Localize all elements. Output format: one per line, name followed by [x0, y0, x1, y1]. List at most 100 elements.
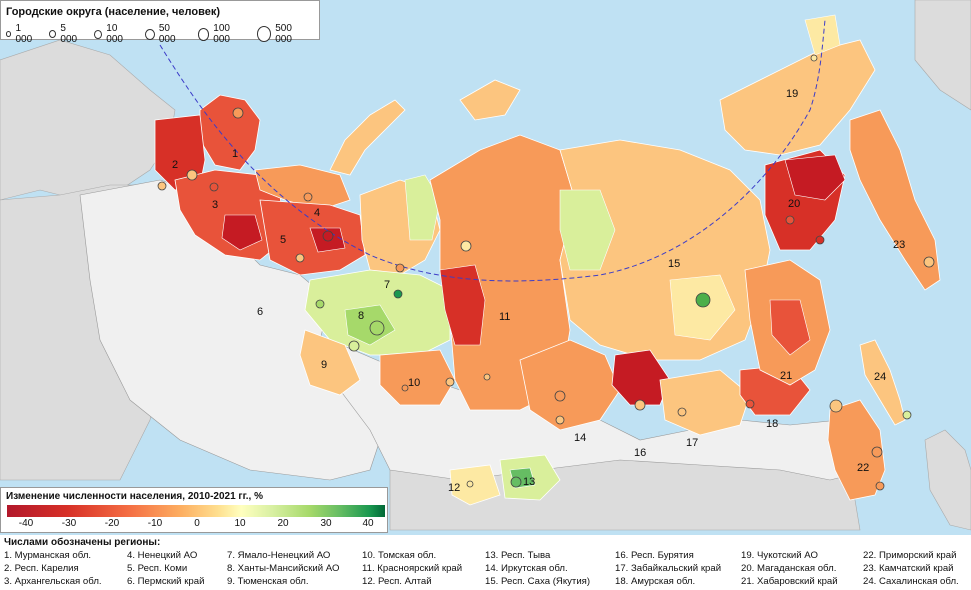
region-entry: 3. Архангельская обл. [4, 576, 102, 587]
svg-text:2: 2 [172, 159, 178, 171]
region-arkh-core [221, 214, 263, 251]
circle-icon [49, 30, 57, 38]
size-legend-label: 500 000 [275, 23, 292, 45]
region-irkutsk [519, 339, 621, 431]
region-column: 4. Ненецкий АО 5. Респ. Коми 6. Пермский… [127, 549, 227, 588]
region-chukotka [719, 39, 876, 156]
region-komi [259, 199, 366, 276]
region-number-labels: 1 2 3 4 5 6 7 8 9 10 11 12 13 14 15 16 1… [172, 88, 905, 494]
region-entry: 11. Красноярский край [362, 563, 463, 574]
size-legend-item: 10 000 [94, 23, 133, 45]
svg-text:13: 13 [523, 476, 535, 488]
region-entry: 6. Пермский край [127, 576, 205, 587]
color-scale-bar [7, 505, 385, 517]
region-column: 10. Томская обл. 11. Красноярский край 1… [362, 549, 485, 588]
size-legend-label: 10 000 [106, 23, 123, 45]
color-scale-tick: 10 [234, 518, 246, 529]
region-column: 13. Респ. Тыва 14. Иркутская обл. 15. Ре… [485, 549, 615, 588]
svg-text:6: 6 [257, 306, 263, 318]
svg-text:15: 15 [668, 258, 680, 270]
region-yakutia-center [669, 274, 736, 341]
color-scale-tick: -10 [147, 518, 163, 529]
color-scale-tick: -20 [104, 518, 120, 529]
size-legend-item: 5 000 [49, 23, 82, 45]
region-entry: 17. Забайкальский край [615, 563, 722, 574]
svg-text:4: 4 [314, 207, 320, 219]
region-krasnoyarsk-red [439, 264, 486, 346]
color-scale-ticks: -40 -30 -20 -10 0 10 20 30 40 [7, 518, 385, 532]
severnaya-zemlya [459, 79, 521, 121]
color-scale-tick: -40 [18, 518, 34, 529]
region-yamal-growth [404, 174, 441, 241]
region-list-title: Числами обозначены регионы: [4, 537, 161, 548]
region-altai [449, 464, 501, 506]
circle-icon [145, 28, 155, 40]
svg-text:7: 7 [384, 279, 390, 291]
size-legend-label: 100 000 [213, 23, 230, 45]
region-entry: 16. Респ. Бурятия [615, 550, 694, 561]
region-tyumen [299, 329, 361, 396]
circle-icon [94, 29, 103, 39]
region-primorsky [827, 399, 886, 501]
region-kamchatka [849, 109, 941, 291]
svg-text:14: 14 [574, 432, 586, 444]
arctic-circle-line [159, 19, 826, 282]
svg-text:23: 23 [893, 239, 905, 251]
region-zabaykalsky [659, 369, 751, 436]
svg-text:1: 1 [232, 148, 238, 160]
region-khabarovsk-red [769, 299, 811, 356]
color-scale-tick: 20 [277, 518, 289, 529]
circle-icon [6, 31, 12, 37]
size-legend-items: 1 000 5 000 10 000 50 000 100 000 500 00… [6, 23, 319, 45]
size-legend-label: 50 000 [158, 23, 176, 45]
region-entry: 20. Магаданская обл. [741, 563, 837, 574]
region-entry: 14. Иркутская обл. [485, 563, 568, 574]
region-list: Числами обозначены регионы: 1. Мурманска… [0, 535, 971, 590]
region-entry: 12. Респ. Алтай [362, 576, 432, 587]
svg-text:3: 3 [212, 199, 218, 211]
region-entry: 19. Чукотский АО [741, 550, 818, 561]
region-khmao-green [344, 304, 396, 346]
region-column: 16. Респ. Бурятия 17. Забайкальский край… [615, 549, 741, 588]
circle-icon [197, 27, 210, 41]
region-entry: 4. Ненецкий АО [127, 550, 198, 561]
svg-text:10: 10 [408, 377, 420, 389]
region-magadan-core [784, 154, 846, 201]
svg-text:24: 24 [874, 371, 886, 383]
color-scale-tick: 0 [194, 518, 200, 529]
svg-text:17: 17 [686, 437, 698, 449]
svg-text:22: 22 [857, 462, 869, 474]
svg-text:11: 11 [499, 311, 510, 323]
region-buryatia [611, 349, 671, 406]
region-yakutia-west [559, 189, 616, 271]
svg-text:20: 20 [788, 198, 800, 210]
region-tomsk [379, 349, 456, 406]
region-entry: 5. Респ. Коми [127, 563, 188, 574]
svg-text:21: 21 [780, 370, 792, 382]
color-legend: Изменение численности населения, 2010-20… [0, 487, 388, 533]
region-entry: 10. Томская обл. [362, 550, 437, 561]
size-legend-title: Городские округа (население, человек) [6, 6, 220, 18]
region-entry: 18. Амурская обл. [615, 576, 696, 587]
region-column: 19. Чукотский АО 20. Магаданская обл. 21… [741, 549, 863, 588]
japan-land [924, 429, 971, 531]
region-entry: 13. Респ. Тыва [485, 550, 551, 561]
svg-text:9: 9 [321, 359, 327, 371]
size-legend-item: 50 000 [145, 23, 186, 45]
svg-text:16: 16 [634, 447, 646, 459]
size-legend-item: 500 000 [256, 23, 307, 45]
size-legend-label: 1 000 [15, 23, 33, 45]
size-legend: Городские округа (население, человек) 1 … [0, 0, 320, 45]
region-entry: 15. Респ. Саха (Якутия) [485, 576, 591, 587]
region-nenets [254, 164, 351, 211]
svg-text:18: 18 [766, 418, 778, 430]
region-entry: 24. Сахалинская обл. [863, 576, 959, 587]
color-legend-title: Изменение численности населения, 2010-20… [6, 491, 263, 502]
region-entry: 21. Хабаровский край [741, 576, 838, 587]
region-entry: 23. Камчатский край [863, 563, 954, 574]
region-column: 22. Приморский край 23. Камчатский край … [863, 549, 971, 588]
region-entry: 8. Ханты-Мансийский АО [227, 563, 340, 574]
region-column: 1. Мурманская обл. 2. Респ. Карелия 3. А… [4, 549, 127, 588]
region-murmansk [199, 94, 261, 171]
color-scale-tick: -30 [61, 518, 77, 529]
